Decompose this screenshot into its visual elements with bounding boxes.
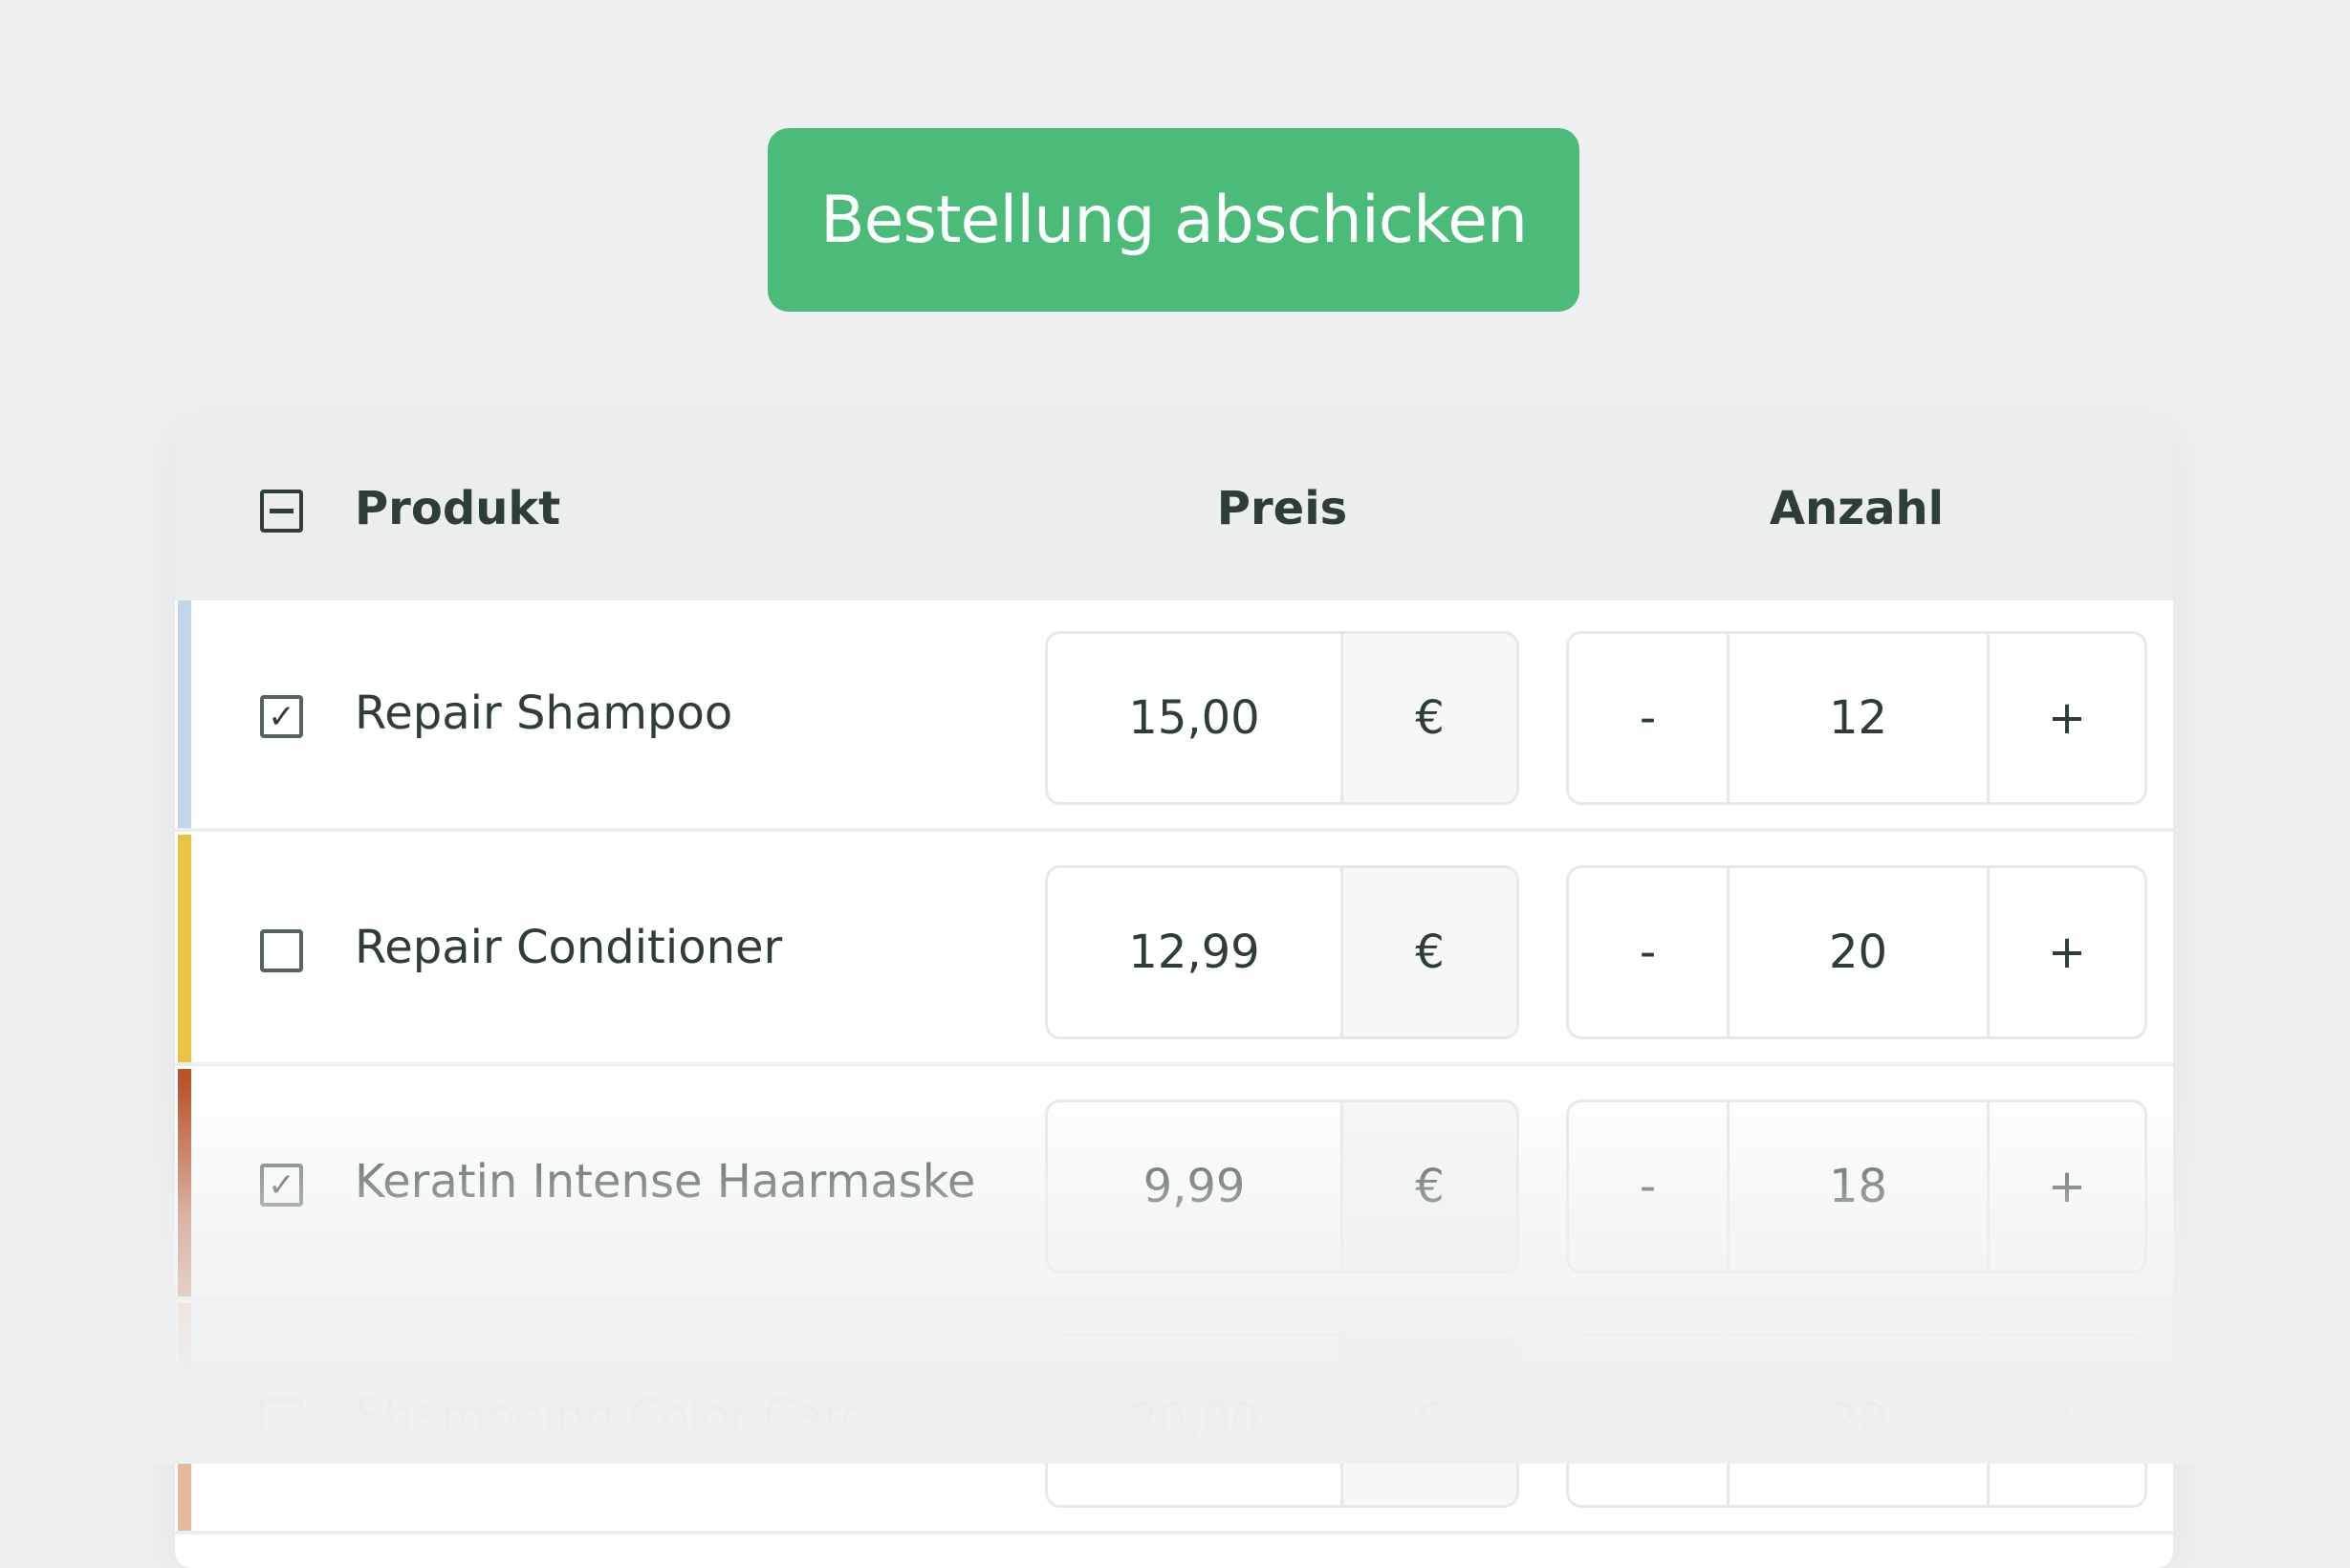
- price-input[interactable]: 12,99: [1048, 868, 1343, 1036]
- row-checkbox[interactable]: [260, 929, 303, 972]
- product-name: Shampoing Color Care: [355, 1389, 870, 1443]
- quantity-input[interactable]: 20: [1730, 868, 1990, 1036]
- currency-addon: €: [1343, 1102, 1516, 1271]
- price-input[interactable]: 15,00: [1048, 634, 1343, 802]
- quantity-input[interactable]: 12: [1730, 634, 1990, 802]
- table-row: Repair Conditioner 12,99 € -20 +: [175, 835, 2173, 1066]
- quantity-stepper[interactable]: -20 +: [1566, 865, 2147, 1039]
- table-header: Produkt Preis Anzahl: [175, 421, 2173, 600]
- row-color-bar: [178, 600, 191, 828]
- table-row: ✓ Repair Shampoo 15,00 € -12 +: [175, 600, 2173, 832]
- price-field[interactable]: 20,00 €: [1045, 1334, 1519, 1508]
- header-price: Preis: [1216, 482, 1348, 535]
- row-checkbox[interactable]: ✓: [260, 1398, 303, 1441]
- product-name: Keratin Intense Haarmaske: [355, 1155, 976, 1209]
- increment-button[interactable]: +: [2047, 926, 2087, 979]
- increment-button[interactable]: +: [2047, 1394, 2087, 1448]
- table-row: ✓ Shampoing Color Care 20,00 € -20 +: [175, 1303, 2173, 1535]
- table-row: ✓ Keratin Intense Haarmaske 9,99 € -18 +: [175, 1069, 2173, 1300]
- select-all-checkbox[interactable]: [260, 490, 303, 533]
- header-quantity: Anzahl: [1769, 482, 1945, 535]
- decrement-button[interactable]: -: [1569, 868, 1730, 1036]
- row-color-bar: [178, 1069, 191, 1296]
- currency-addon: €: [1343, 634, 1516, 802]
- row-color-bar: [178, 1303, 191, 1531]
- quantity-stepper[interactable]: -12 +: [1566, 631, 2147, 805]
- quantity-stepper[interactable]: -20 +: [1566, 1334, 2147, 1508]
- price-field[interactable]: 15,00 €: [1045, 631, 1519, 805]
- quantity-stepper[interactable]: -18 +: [1566, 1100, 2147, 1274]
- header-product: Produkt: [355, 482, 561, 535]
- check-icon: ✓: [268, 697, 295, 736]
- price-input[interactable]: 20,00: [1048, 1337, 1343, 1505]
- currency-addon: €: [1343, 868, 1516, 1036]
- price-field[interactable]: 12,99 €: [1045, 865, 1519, 1039]
- row-checkbox[interactable]: ✓: [260, 1164, 303, 1207]
- check-icon: ✓: [268, 1165, 295, 1205]
- minus-icon: [270, 509, 294, 513]
- product-name: Repair Conditioner: [355, 921, 783, 974]
- decrement-button[interactable]: -: [1569, 1102, 1730, 1271]
- row-checkbox[interactable]: ✓: [260, 695, 303, 738]
- currency-addon: €: [1343, 1337, 1516, 1505]
- submit-order-button[interactable]: Bestellung abschicken: [768, 128, 1579, 312]
- quantity-input[interactable]: 20: [1730, 1337, 1990, 1505]
- check-icon: ✓: [268, 1400, 295, 1439]
- quantity-input[interactable]: 18: [1730, 1102, 1990, 1271]
- product-name: Repair Shampoo: [355, 686, 733, 740]
- price-field[interactable]: 9,99 €: [1045, 1100, 1519, 1274]
- order-table: Produkt Preis Anzahl ✓ Repair Shampoo 15…: [175, 421, 2173, 1568]
- increment-button[interactable]: +: [2047, 691, 2087, 745]
- decrement-button[interactable]: -: [1569, 1337, 1730, 1505]
- decrement-button[interactable]: -: [1569, 634, 1730, 802]
- increment-button[interactable]: +: [2047, 1160, 2087, 1213]
- row-color-bar: [178, 835, 191, 1062]
- price-input[interactable]: 9,99: [1048, 1102, 1343, 1271]
